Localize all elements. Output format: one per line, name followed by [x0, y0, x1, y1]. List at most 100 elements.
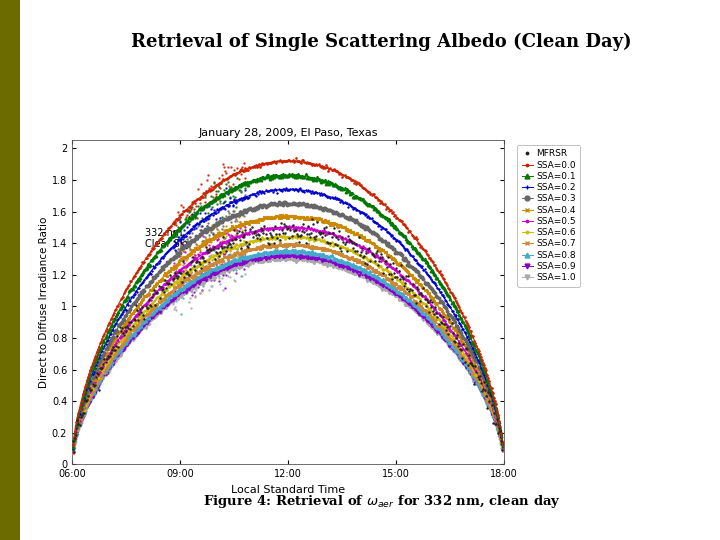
SSA=0.6: [286, 234, 294, 240]
SSA=0.6: [69, 448, 78, 454]
SSA=0.9: [69, 449, 78, 455]
Line: MFRSR: MFRSR: [72, 218, 503, 453]
Title: January 28, 2009, El Paso, Texas: January 28, 2009, El Paso, Texas: [198, 128, 378, 138]
Text: 332 nm
Clear Sky: 332 nm Clear Sky: [145, 228, 192, 249]
SSA=0.7: [69, 448, 78, 455]
SSA=0.2: [412, 257, 420, 264]
SSA=0.7: [284, 241, 292, 248]
SSA=0.8: [314, 251, 323, 258]
SSA=0.9: [314, 255, 323, 262]
SSA=0.5: [380, 259, 389, 265]
SSA=0.5: [314, 227, 323, 234]
SSA=0.8: [380, 279, 389, 285]
SSA=0.1: [412, 247, 420, 253]
SSA=0.6: [336, 244, 345, 250]
SSA=0.2: [366, 215, 375, 221]
SSA=0.7: [286, 241, 294, 248]
Line: SSA=0.4: SSA=0.4: [73, 216, 503, 449]
SSA=0.9: [380, 283, 389, 289]
SSA=0.0: [366, 190, 375, 196]
Text: Figure 4: Retrieval of $\omega_{aer}$ for 332 nm, clean day: Figure 4: Retrieval of $\omega_{aer}$ fo…: [202, 494, 561, 510]
SSA=0.3: [284, 200, 292, 207]
Line: SSA=0.9: SSA=0.9: [73, 256, 503, 452]
SSA=0.9: [286, 253, 294, 259]
Y-axis label: Direct to Diffuse Irradiance Ratio: Direct to Diffuse Irradiance Ratio: [39, 217, 49, 388]
Line: SSA=0.1: SSA=0.1: [73, 175, 503, 447]
SSA=0.5: [336, 234, 345, 241]
SSA=1.0: [498, 449, 507, 455]
SSA=0.4: [412, 277, 420, 284]
Line: SSA=1.0: SSA=1.0: [73, 259, 503, 452]
SSA=0.3: [69, 446, 78, 452]
SSA=1.0: [69, 449, 78, 455]
SSA=0.2: [314, 190, 323, 197]
SSA=0.2: [284, 186, 292, 193]
SSA=0.0: [498, 443, 507, 449]
SSA=0.1: [498, 444, 507, 450]
SSA=0.5: [286, 224, 294, 231]
SSA=0.6: [314, 237, 323, 244]
SSA=0.6: [380, 267, 389, 273]
MFRSR: [406, 286, 415, 292]
SSA=0.7: [498, 448, 507, 455]
SSA=0.8: [69, 448, 78, 455]
SSA=0.9: [498, 449, 507, 455]
SSA=0.0: [286, 158, 294, 164]
SSA=1.0: [314, 259, 323, 265]
SSA=0.1: [380, 214, 389, 220]
SSA=0.5: [412, 285, 420, 292]
SSA=0.7: [366, 265, 375, 271]
SSA=0.9: [366, 274, 375, 281]
SSA=0.3: [336, 212, 345, 218]
SSA=0.8: [336, 257, 345, 264]
SSA=0.6: [284, 234, 292, 240]
SSA=0.0: [284, 158, 292, 164]
SSA=0.9: [336, 261, 345, 268]
SSA=0.4: [286, 213, 294, 220]
SSA=0.0: [412, 236, 420, 242]
SSA=0.7: [412, 298, 420, 305]
MFRSR: [69, 437, 78, 444]
MFRSR: [498, 447, 507, 453]
SSA=0.9: [412, 306, 420, 313]
SSA=0.0: [380, 201, 389, 208]
SSA=0.6: [498, 448, 507, 454]
SSA=0.0: [314, 162, 323, 168]
SSA=0.2: [69, 444, 78, 451]
SSA=0.3: [314, 204, 323, 211]
SSA=0.1: [69, 444, 78, 450]
SSA=0.7: [314, 245, 323, 251]
SSA=0.4: [336, 224, 345, 230]
SSA=0.4: [69, 446, 78, 453]
SSA=0.4: [498, 446, 507, 453]
SSA=0.5: [284, 224, 292, 231]
SSA=0.1: [284, 172, 292, 178]
SSA=0.6: [366, 258, 375, 264]
SSA=0.0: [336, 171, 345, 177]
MFRSR: [307, 215, 316, 222]
Line: SSA=0.3: SSA=0.3: [73, 204, 503, 449]
SSA=0.3: [286, 200, 294, 207]
SSA=0.0: [69, 443, 78, 449]
Line: SSA=0.8: SSA=0.8: [73, 251, 503, 451]
SSA=0.1: [336, 184, 345, 191]
SSA=0.5: [69, 447, 78, 454]
SSA=0.1: [366, 202, 375, 209]
SSA=0.6: [412, 292, 420, 299]
SSA=1.0: [286, 256, 294, 262]
SSA=0.7: [380, 273, 389, 280]
SSA=0.8: [498, 448, 507, 455]
MFRSR: [294, 239, 303, 245]
SSA=1.0: [284, 256, 292, 262]
SSA=0.3: [366, 228, 375, 234]
SSA=0.4: [314, 217, 323, 223]
SSA=0.8: [286, 248, 294, 254]
Legend: MFRSR, SSA=0.0, SSA=0.1, SSA=0.2, SSA=0.3, SSA=0.4, SSA=0.5, SSA=0.6, SSA=0.7, S: MFRSR, SSA=0.0, SSA=0.1, SSA=0.2, SSA=0.…: [517, 145, 580, 287]
SSA=0.1: [314, 176, 323, 183]
Line: SSA=0.7: SSA=0.7: [73, 245, 503, 451]
SSA=0.4: [366, 239, 375, 246]
MFRSR: [201, 258, 210, 264]
X-axis label: Local Standard Time: Local Standard Time: [231, 485, 345, 495]
SSA=0.5: [366, 249, 375, 255]
Line: SSA=0.2: SSA=0.2: [73, 190, 503, 448]
